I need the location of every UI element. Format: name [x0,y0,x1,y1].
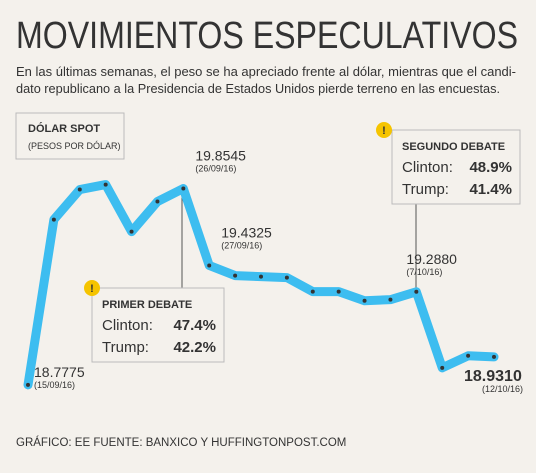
title: MOVIMIENTOS ESPECULATIVOS [16,15,518,57]
annotation-box [391,129,521,205]
date-label: (27/09/16) [221,240,262,250]
subtitle: En las últimas semanas, el peso se ha ap… [16,65,516,79]
candidate-value: 41.4% [469,181,512,198]
candidate-name: Clinton: [102,317,153,334]
candidate-value: 42.2% [173,339,216,356]
point [336,289,341,294]
date-label: (26/09/16) [195,164,236,174]
value-label: 19.8545 [195,148,246,164]
annotation-title: PRIMER DEBATE [102,299,192,311]
point [310,289,315,294]
point [77,187,82,192]
annotation-title: SEGUNDO DEBATE [402,141,505,153]
date-label: (7/10/16) [406,267,442,277]
alert-mark: ! [90,283,94,295]
value-label: 19.4325 [221,224,272,240]
axis-box [15,112,125,160]
y-label: DÓLAR SPOT [28,122,100,135]
point [207,263,212,268]
point [103,182,108,187]
point [440,365,445,370]
point [51,217,56,222]
value-label: 19.2880 [406,251,457,267]
point [414,289,419,294]
point [259,274,263,279]
point [284,275,289,280]
candidate-name: Clinton: [402,159,453,176]
point [129,229,134,234]
point [388,297,393,302]
candidate-value: 48.9% [469,159,512,176]
value-label: 18.9310 [464,368,522,385]
candidate-name: Trump: [402,181,449,198]
point [362,298,367,303]
alert-icon [84,280,100,296]
point [492,354,496,359]
point [26,382,30,387]
point [155,199,160,204]
point [233,273,238,278]
source: GRÁFICO: EE FUENTE: BANXICO Y HUFFINGTON… [16,436,346,449]
annotation-box [91,287,225,363]
y-unit: (PESOS POR DÓLAR) [28,141,121,151]
candidate-value: 47.4% [173,317,216,334]
alert-icon [376,122,392,138]
point [181,186,186,191]
date-label: (15/09/16) [34,380,75,390]
alert-mark: ! [382,125,386,137]
point [466,353,471,358]
candidate-name: Trump: [102,339,149,356]
date-label: (12/10/16) [482,384,523,394]
subtitle: dato republicano a la Presidencia de Est… [16,82,500,96]
value-label: 18.7775 [34,364,85,380]
